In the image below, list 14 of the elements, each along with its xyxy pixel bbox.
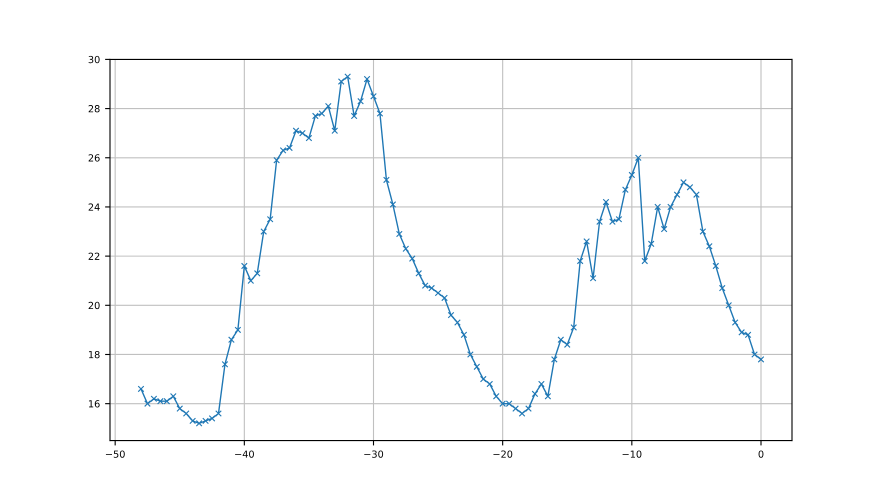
y-tick-label: 20 <box>88 302 100 310</box>
x-tick-label: −20 <box>493 450 512 458</box>
y-tick-label: 30 <box>88 56 100 64</box>
y-tick-label: 28 <box>88 105 100 112</box>
y-tick-label: 18 <box>88 350 100 358</box>
y-tick-label: 26 <box>88 154 100 162</box>
y-tick-label: 16 <box>88 400 100 408</box>
x-tick-label: −30 <box>364 450 384 458</box>
x-tick-label: −50 <box>106 450 125 458</box>
y-tick-label: 24 <box>88 203 100 211</box>
x-tick-label: −10 <box>622 450 642 458</box>
x-tick-label: 0 <box>758 450 764 458</box>
y-tick-label: 22 <box>88 252 100 260</box>
x-tick-label: −40 <box>235 450 254 458</box>
